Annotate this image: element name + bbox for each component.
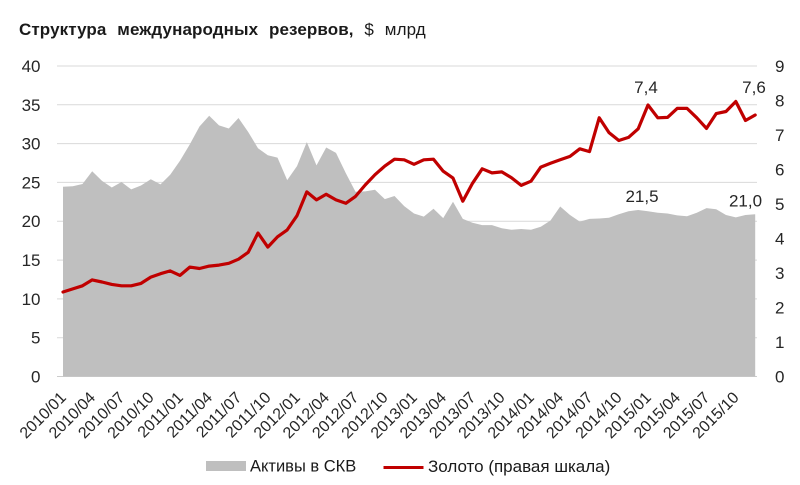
svg-text:0: 0	[775, 368, 784, 387]
svg-text:7,4: 7,4	[634, 78, 658, 97]
svg-text:10: 10	[22, 290, 41, 309]
svg-text:25: 25	[22, 173, 41, 192]
svg-text:21,0: 21,0	[729, 192, 762, 211]
svg-text:8: 8	[775, 92, 784, 111]
svg-text:21,5: 21,5	[625, 187, 658, 206]
svg-text:3: 3	[775, 264, 784, 283]
svg-text:35: 35	[22, 96, 41, 115]
svg-text:4: 4	[775, 230, 784, 249]
svg-text:7: 7	[775, 126, 784, 145]
svg-text:5: 5	[31, 329, 40, 348]
svg-text:2: 2	[775, 299, 784, 318]
svg-text:Золото (правая шкала): Золото (правая шкала)	[428, 457, 610, 476]
svg-text:0: 0	[31, 368, 40, 387]
svg-text:Активы в СКВ: Активы в СКВ	[250, 458, 356, 476]
svg-text:20: 20	[22, 212, 41, 231]
svg-text:5: 5	[775, 195, 784, 214]
svg-text:40: 40	[22, 57, 41, 76]
svg-text:9: 9	[775, 57, 784, 76]
svg-text:1: 1	[775, 333, 784, 352]
svg-text:15: 15	[22, 251, 41, 270]
svg-text:6: 6	[775, 161, 784, 180]
svg-text:7,6: 7,6	[742, 78, 766, 97]
svg-text:30: 30	[22, 135, 41, 154]
